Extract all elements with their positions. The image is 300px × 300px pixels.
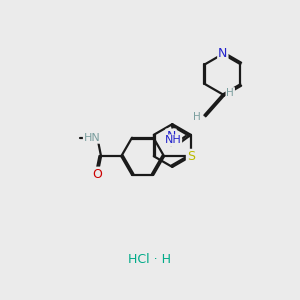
Text: S: S: [187, 150, 195, 163]
Text: HCl · H: HCl · H: [128, 254, 172, 266]
Text: H: H: [226, 88, 234, 98]
Text: N: N: [218, 47, 227, 61]
Text: O: O: [93, 168, 102, 181]
Text: HN: HN: [84, 133, 100, 143]
Text: H: H: [193, 112, 201, 122]
Text: NH: NH: [164, 135, 181, 146]
Text: N: N: [166, 130, 176, 142]
